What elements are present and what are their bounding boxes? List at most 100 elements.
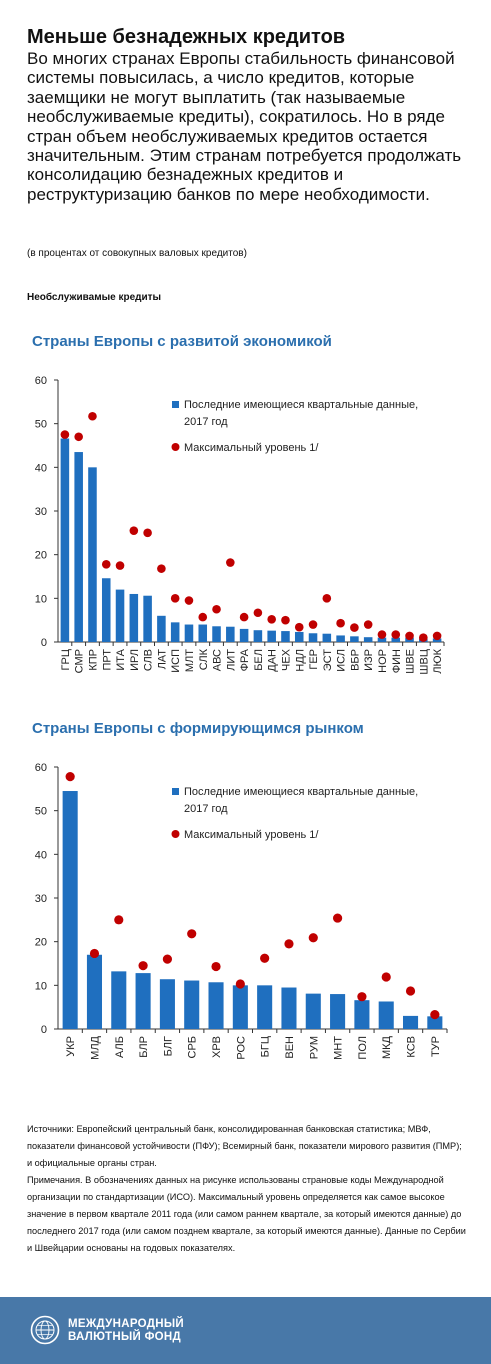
adv-x-tick-label: ВБР — [349, 649, 361, 671]
em-y-tick-label: 60 — [35, 762, 47, 774]
em-legend-dot-label: Максимальный уровень 1/ — [184, 829, 319, 841]
em-peak-point — [381, 972, 391, 982]
em-x-tick-label: КСВ — [406, 1036, 418, 1058]
adv-bar — [308, 633, 318, 642]
em-bar — [354, 1000, 370, 1029]
em-legend-bar-label-line2: 2017 год — [184, 803, 228, 815]
advanced-economies-chart: 0 10 20 30 40 50 60 ГРЦ СМР КПР ПРТ ИТА ИРЛ СЛВ ЛАТ ИСП… — [35, 375, 445, 675]
em-legend-bar-label-line1: Последние имеющиеся квартальные данные, — [184, 786, 418, 798]
adv-peak-point — [363, 620, 373, 629]
em-peak-point — [308, 933, 318, 943]
adv-peak-point — [336, 618, 345, 628]
page-title: Меньше безнадежных кредитов — [27, 26, 346, 48]
adv-peak-point — [143, 528, 152, 538]
em-bar — [159, 979, 175, 1029]
em-y-tick-label: 50 — [35, 806, 47, 818]
adv-x-tick-label: ЛЮК — [432, 648, 444, 673]
adv-x-tick-label: ИРЛ — [129, 649, 141, 671]
em-y-tick-label: 40 — [35, 849, 47, 861]
adv-peak-point — [129, 526, 139, 535]
em-x-tick-label: БЛГ — [162, 1036, 174, 1056]
adv-x-tick-label: ПРТ — [101, 649, 113, 671]
em-bar — [135, 973, 151, 1029]
em-peak-point — [65, 772, 75, 782]
em-peak-point — [260, 953, 270, 963]
adv-peak-point — [377, 630, 387, 639]
em-x-tick-label: ПОЛ — [357, 1036, 369, 1060]
adv-x-tick-label: ИСП — [170, 649, 182, 673]
adv-x-tick-label: ЛАТ — [156, 649, 168, 670]
adv-legend-bar-swatch — [172, 401, 179, 408]
adv-bar — [281, 631, 290, 642]
adv-peak-point — [170, 594, 180, 603]
adv-y-tick-label: 30 — [35, 506, 47, 518]
em-bar — [402, 1015, 419, 1029]
adv-bar — [60, 438, 70, 642]
adv-peak-point — [157, 564, 166, 573]
adv-bar — [377, 637, 387, 642]
adv-peak-point — [405, 631, 414, 641]
adv-peak-point — [294, 622, 304, 632]
adv-bar — [143, 595, 152, 642]
logo-line-2: ВАЛЮТНЫЙ ФОНД — [68, 1331, 182, 1343]
em-peak-point — [89, 948, 100, 959]
adv-x-tick-label: БЕЛ — [253, 649, 265, 671]
adv-bar — [363, 637, 373, 642]
em-y-tick-label: 20 — [35, 937, 47, 949]
em-y-tick-label: 10 — [35, 980, 47, 992]
adv-x-tick-label: ДАН — [267, 649, 279, 672]
adv-y-tick-label: 10 — [35, 593, 47, 605]
chart-title-advanced: Страны Европы с развитой экономикой — [32, 333, 332, 350]
adv-x-tick-label: ФРА — [239, 648, 251, 671]
em-x-tick-label: БГЦ — [260, 1036, 272, 1057]
adv-peak-point — [212, 604, 221, 614]
adv-peak-point — [101, 559, 111, 569]
adv-x-tick-label: ЭСТ — [322, 649, 334, 671]
adv-peak-point — [88, 411, 97, 421]
adv-bar — [212, 626, 221, 642]
adv-x-tick-label: ЛИТ — [225, 649, 237, 671]
adv-peak-point — [198, 612, 208, 622]
adv-y-tick-label: 20 — [35, 550, 47, 562]
em-peak-point — [405, 986, 416, 996]
emerging-markets-chart: 0 10 20 30 40 50 60 УКР МЛД АЛБ БЛР БЛГ СРБ ХРВ РОС БГЦ… — [35, 762, 448, 1060]
em-bar — [86, 954, 103, 1029]
em-y-tick-label: 0 — [41, 1024, 47, 1036]
section-label: Необслуживамые кредиты — [27, 292, 162, 303]
adv-peak-point — [60, 430, 70, 439]
adv-peak-point — [391, 630, 401, 639]
em-peak-point — [235, 979, 245, 989]
notes: Источники: Европейский центральный банк,… — [27, 1121, 467, 1257]
adv-x-tick-label: СЛВ — [143, 649, 155, 671]
adv-peak-point — [308, 620, 318, 629]
units-note: (в процентах от совокупных валовых креди… — [27, 248, 247, 259]
adv-bar — [226, 626, 235, 642]
adv-bar — [322, 633, 332, 642]
adv-bar — [267, 630, 276, 642]
footer: МЕЖДУНАРОДНЫЙ ВАЛЮТНЫЙ ФОНД — [0, 1297, 491, 1364]
imf-logo-text: МЕЖДУНАРОДНЫЙ ВАЛЮТНЫЙ ФОНД — [68, 1318, 184, 1344]
em-bar — [305, 993, 321, 1029]
adv-bar — [115, 589, 125, 642]
chart-title-emerging: Страны Европы с формирующимся рынком — [32, 720, 364, 737]
em-bar — [427, 1016, 443, 1029]
em-peak-point — [162, 954, 173, 964]
adv-peak-point — [239, 612, 249, 622]
em-bar — [208, 982, 224, 1029]
adv-x-tick-label: ГРЦ — [60, 649, 72, 670]
adv-x-tick-label: СМР — [74, 649, 86, 673]
intro-text: Во многих странах Европы стабильность фи… — [27, 49, 462, 204]
adv-legend-bar-label-line1: Последние имеющиеся квартальные данные, — [184, 399, 418, 411]
logo-line-1: МЕЖДУНАРОДНЫЙ — [68, 1318, 184, 1330]
em-legend-dot-swatch — [171, 830, 180, 838]
adv-y-tick-label: 0 — [41, 637, 47, 649]
adv-bar — [350, 636, 359, 642]
adv-bar — [253, 630, 263, 642]
em-x-tick-label: ВЕН — [284, 1036, 296, 1059]
em-x-tick-label: АЛБ — [114, 1036, 126, 1058]
em-bar — [184, 980, 200, 1029]
adv-bar — [88, 467, 97, 642]
em-x-tick-label: СРБ — [187, 1036, 199, 1059]
adv-peak-point — [184, 596, 194, 605]
adv-x-tick-label: ИТА — [115, 648, 127, 670]
